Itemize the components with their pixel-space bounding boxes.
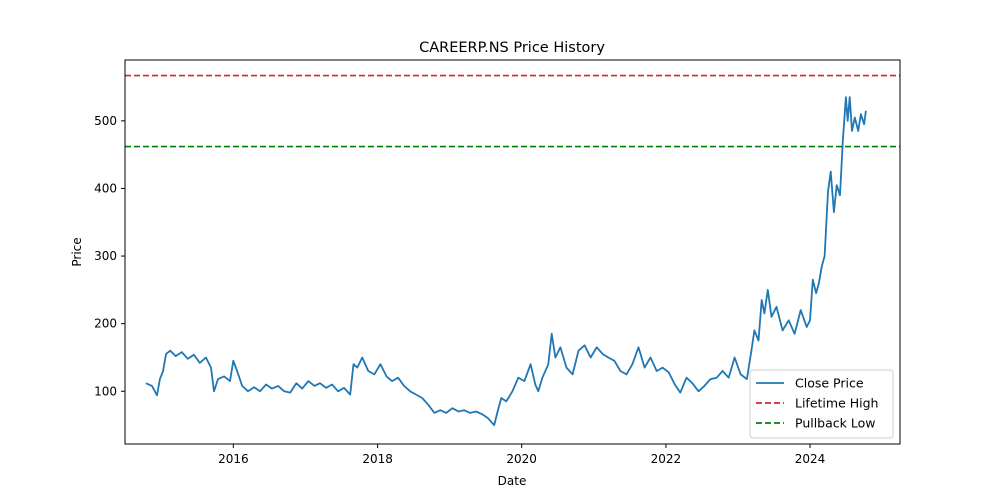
legend-label-0: Close Price xyxy=(795,376,864,391)
chart-title: CAREERP.NS Price History xyxy=(419,40,605,56)
legend-label-2: Pullback Low xyxy=(795,416,875,431)
x-tick-label-4: 2024 xyxy=(795,452,826,466)
y-axis-ticks: 100 200 300 400 500 xyxy=(94,114,125,398)
legend: Close Price Lifetime High Pullback Low xyxy=(749,369,894,439)
y-axis-label: Price xyxy=(70,237,84,266)
series-line-0 xyxy=(145,96,867,426)
axes-frame xyxy=(124,59,901,445)
legend-box xyxy=(749,369,894,439)
x-tick-label-0: 2016 xyxy=(218,452,249,466)
y-tick-label-1: 200 xyxy=(94,317,117,331)
y-tick-label-3: 400 xyxy=(94,181,117,195)
y-tick-label-0: 100 xyxy=(94,384,117,398)
y-tick-label-2: 300 xyxy=(94,249,117,263)
plot-area xyxy=(125,74,900,426)
x-axis-ticks: 2016 2018 2020 2022 2024 xyxy=(218,444,825,466)
x-tick-label-1: 2018 xyxy=(362,452,393,466)
legend-label-1: Lifetime High xyxy=(795,396,878,411)
x-axis-label: Date xyxy=(498,474,527,488)
x-tick-label-2: 2020 xyxy=(506,452,537,466)
x-tick-label-3: 2022 xyxy=(651,452,682,466)
y-tick-label-4: 500 xyxy=(94,114,117,128)
